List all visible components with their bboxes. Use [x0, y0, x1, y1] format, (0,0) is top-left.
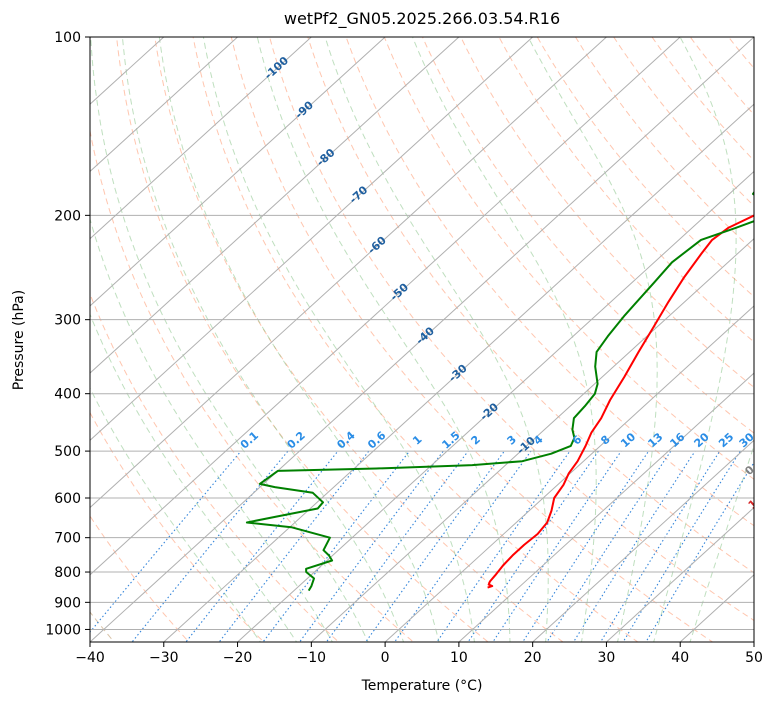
dry-adiabat: [727, 37, 754, 70]
moist-adiabat: [90, 313, 298, 642]
moist-adiabat: [324, 37, 549, 642]
y-tick-label: 500: [54, 444, 81, 460]
moist-adiabat-label: 30: [761, 548, 775, 568]
x-tick-label: 50: [745, 650, 763, 666]
isotherm-line: [605, 506, 754, 642]
dry-adiabat: [307, 37, 754, 574]
moist-adiabat: [689, 444, 754, 642]
moist-adiabat: [412, 37, 597, 642]
mixing-ratio-label: 0.2: [285, 429, 308, 452]
mixing-ratio-line: [467, 450, 599, 642]
moist-adiabat-label: 10: [746, 492, 766, 512]
isotherm-line: [458, 372, 754, 642]
dry-adiabat: [613, 37, 754, 207]
y-axis: 100 200 300 400 500 600 700 800 900 1000: [45, 30, 90, 638]
moist-adiabat: [90, 387, 262, 642]
mixing-ratio-label: 25: [716, 430, 736, 450]
x-tick-label: 30: [598, 650, 616, 666]
y-axis-label: Pressure (hPa): [11, 289, 27, 391]
moist-adiabat: [121, 37, 405, 642]
dewpoint-profile: [245, 190, 754, 592]
isotherm-line: [531, 439, 754, 642]
isotherm-line: [236, 170, 754, 642]
isotherm-line: [753, 641, 754, 642]
dry-adiabat: [383, 37, 754, 480]
x-tick-label: −30: [149, 650, 179, 666]
mixing-ratio-line: [90, 450, 242, 633]
mixing-ratio-line: [546, 450, 672, 642]
mixing-ratio-label: 0.6: [365, 429, 388, 452]
isotherm-line: [90, 37, 239, 173]
mixing-ratio-line: [218, 450, 370, 642]
x-tick-label: 20: [524, 650, 542, 666]
dry-adiabat: [90, 292, 340, 642]
y-tick-label: 1000: [45, 622, 81, 638]
temperature-profile: [487, 214, 754, 589]
isotherm-line: [90, 37, 754, 642]
dry-adiabat: [90, 515, 190, 642]
moist-adiabat-label: 20: [756, 520, 775, 540]
dry-adiabat: [421, 37, 754, 434]
mixing-ratio-label: 36: [757, 430, 775, 450]
y-tick-label: 800: [54, 565, 81, 581]
plot-frame: [89, 36, 755, 643]
line-annotations: -100-90-80-70-60-50-40-30-20-100.1 0.2 0.4…: [238, 54, 775, 568]
x-tick-label: 40: [671, 650, 689, 666]
isotherm-line: [90, 37, 608, 509]
isotherm-line: [163, 103, 754, 642]
dry-adiabat: [269, 37, 754, 622]
y-tick-label: 400: [54, 387, 81, 403]
mixing-ratio-line: [436, 450, 571, 642]
x-tick-label: −20: [223, 650, 253, 666]
x-tick-label: −40: [75, 650, 105, 666]
mixing-ratio-label: 16: [667, 430, 687, 450]
dry-adiabat: [154, 37, 564, 642]
dry-adiabat: [498, 37, 754, 343]
y-tick-label: 300: [54, 313, 81, 329]
x-tick-label: 10: [450, 650, 468, 666]
moist-adiabat-label: 0: [742, 463, 757, 478]
profile-series: [245, 190, 754, 592]
dry-adiabat: [536, 37, 754, 298]
dry-adiabat: [345, 37, 754, 527]
dry-adiabat: [116, 37, 490, 642]
background-reference-lines: [90, 10, 775, 654]
isotherm-label: -100: [262, 54, 291, 82]
x-tick-label: 0: [381, 650, 390, 666]
moist-adiabat: [527, 37, 658, 642]
isotherm-line: [90, 37, 534, 442]
moist-adiabat: [256, 37, 511, 642]
mixing-ratio-label: 0.4: [335, 429, 358, 452]
y-tick-label: 700: [54, 531, 81, 547]
isotherm-line: [384, 305, 754, 642]
y-tick-label: 200: [54, 208, 81, 224]
chart-title: wetPf2_GN05.2025.266.03.54.R16: [283, 9, 561, 28]
dry-adiabat: [90, 128, 415, 642]
y-tick-label: 100: [54, 30, 81, 46]
grid-lines: [90, 37, 754, 642]
isotherm-line: [310, 237, 754, 642]
mixing-ratio-label: 2: [469, 433, 483, 448]
isotherm-line: [90, 37, 681, 576]
mixing-ratio-line: [365, 450, 505, 642]
x-tick-label: −10: [297, 650, 327, 666]
y-tick-label: 600: [54, 491, 81, 507]
dry-adiabat: [745, 10, 775, 654]
moist-adiabat: [653, 37, 737, 642]
x-axis: −40 −30 −20 −10 0 10 20 30 40 50: [75, 642, 763, 666]
mixing-ratio-line: [522, 450, 650, 642]
dry-adiabat: [230, 37, 714, 642]
dry-adiabat: [192, 37, 639, 642]
dry-adiabat: [689, 37, 754, 116]
isotherm-line: [90, 37, 386, 307]
x-axis-label: Temperature (°C): [361, 678, 483, 694]
y-tick-label: 900: [54, 595, 81, 611]
mixing-ratio-label: 1: [410, 433, 424, 448]
moist-adiabat: [158, 37, 440, 642]
isotherm-line: [90, 37, 460, 374]
isotherm-line: [90, 37, 313, 240]
isotherm-line: [679, 574, 754, 642]
mixing-ratio-label: 13: [645, 430, 665, 450]
